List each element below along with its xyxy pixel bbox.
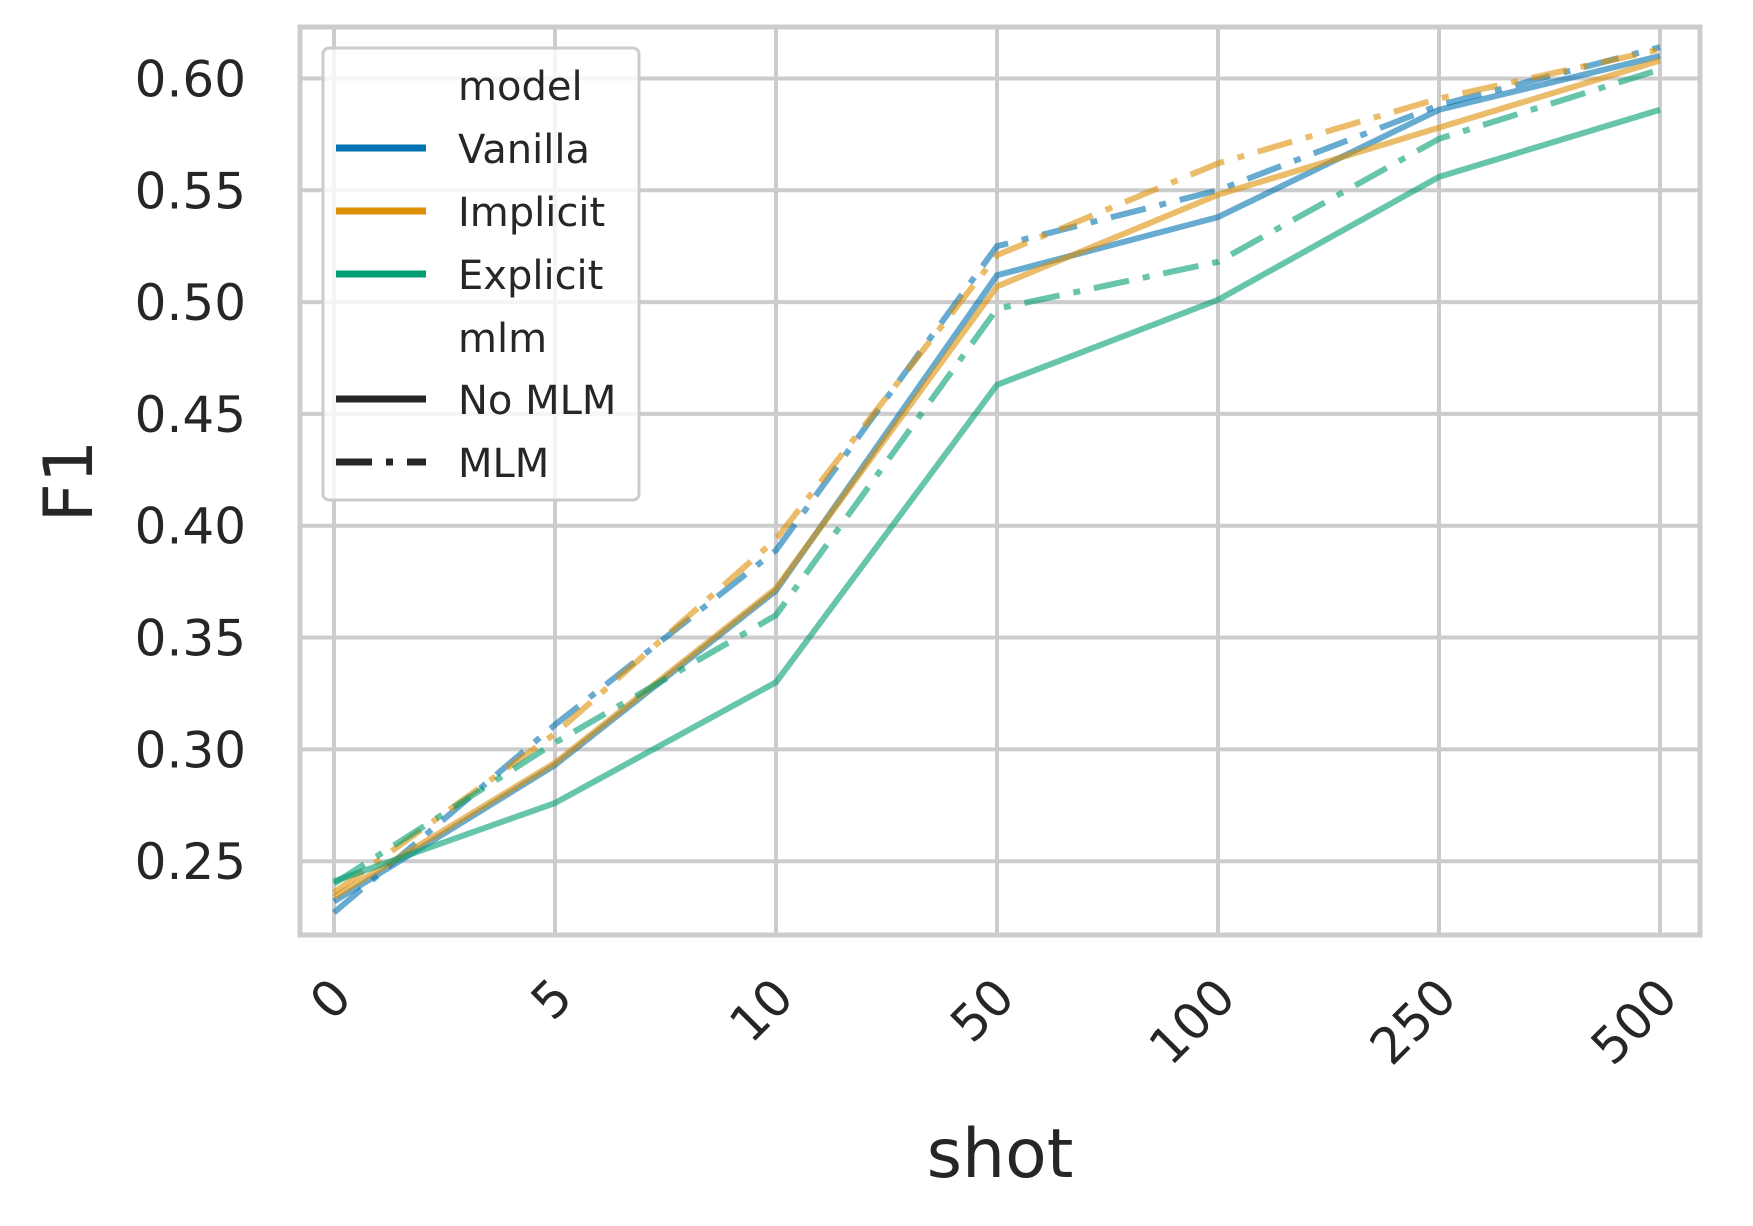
- y-tick-label: 0.25: [135, 833, 246, 891]
- series-line-explicit-mlm: [332, 66, 1661, 887]
- legend-box: [321, 46, 641, 502]
- y-tick-label: 0.35: [135, 610, 246, 668]
- y-tick-label: 0.45: [135, 386, 246, 444]
- y-tick-label: 0.50: [135, 274, 246, 332]
- y-tick-label: 0.60: [135, 50, 246, 108]
- y-tick-label: 0.30: [135, 721, 246, 779]
- y-tick-labels: 0.25 0.30 0.35 0.40 0.45 0.50 0.55 0.60: [135, 50, 246, 891]
- legend-label-explicit: Explicit: [458, 253, 603, 299]
- series-lines: [332, 44, 1661, 915]
- y-axis-label: F1: [30, 440, 109, 522]
- legend-label-mlm: MLM: [458, 441, 549, 487]
- legend-label-implicit: Implicit: [458, 190, 605, 236]
- x-axis-label: shot: [927, 1115, 1074, 1194]
- series-line-implicit-no-mlm: [332, 57, 1661, 900]
- y-tick-label: 0.40: [135, 498, 246, 556]
- legend-label-vanilla: Vanilla: [458, 127, 590, 173]
- legend-title-model: model: [458, 64, 583, 110]
- legend-label-no-mlm: No MLM: [458, 378, 616, 424]
- series-line-explicit-no-mlm: [332, 106, 1661, 885]
- legend-title-mlm: mlm: [458, 316, 547, 362]
- series-line-vanilla-mlm: [332, 44, 1661, 915]
- series-line-implicit-mlm: [332, 46, 1661, 895]
- y-tick-label: 0.55: [135, 162, 246, 220]
- legend: model Vanilla Implicit Explicit mlm No M…: [321, 46, 641, 502]
